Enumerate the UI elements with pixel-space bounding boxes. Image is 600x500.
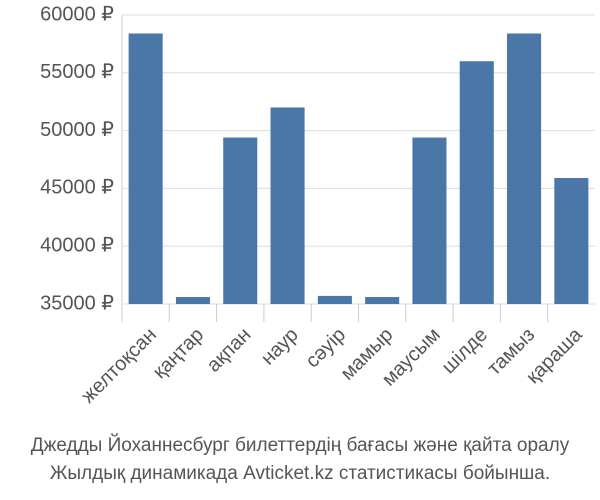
bar <box>459 61 494 304</box>
y-tick-label: 60000 ₽ <box>40 3 114 25</box>
bar <box>223 137 258 304</box>
x-tick-label: наур <box>257 324 303 370</box>
y-tick-label: 45000 ₽ <box>40 177 114 199</box>
bar <box>128 33 163 304</box>
y-tick-label: 35000 ₽ <box>40 292 114 314</box>
bar <box>365 297 400 304</box>
y-tick-label: 55000 ₽ <box>40 61 114 83</box>
y-tick-label: 40000 ₽ <box>40 234 114 256</box>
x-tick-label: желтоқсан <box>77 324 161 408</box>
caption-line: Джедды Йоханнесбург билеттердің бағасы ж… <box>31 434 570 456</box>
x-tick-label: шілде <box>438 324 492 378</box>
bar <box>317 295 352 304</box>
x-tick-label: ақпан <box>203 324 256 377</box>
bar <box>270 107 305 304</box>
bar <box>507 33 542 304</box>
bar <box>175 297 210 304</box>
caption-line: Жылдық динамикада Avticket.kz статистика… <box>50 463 550 484</box>
bar <box>412 137 447 304</box>
x-tick-label: қаңтар <box>149 324 208 383</box>
y-tick-label: 50000 ₽ <box>40 119 114 141</box>
bar <box>554 177 589 304</box>
